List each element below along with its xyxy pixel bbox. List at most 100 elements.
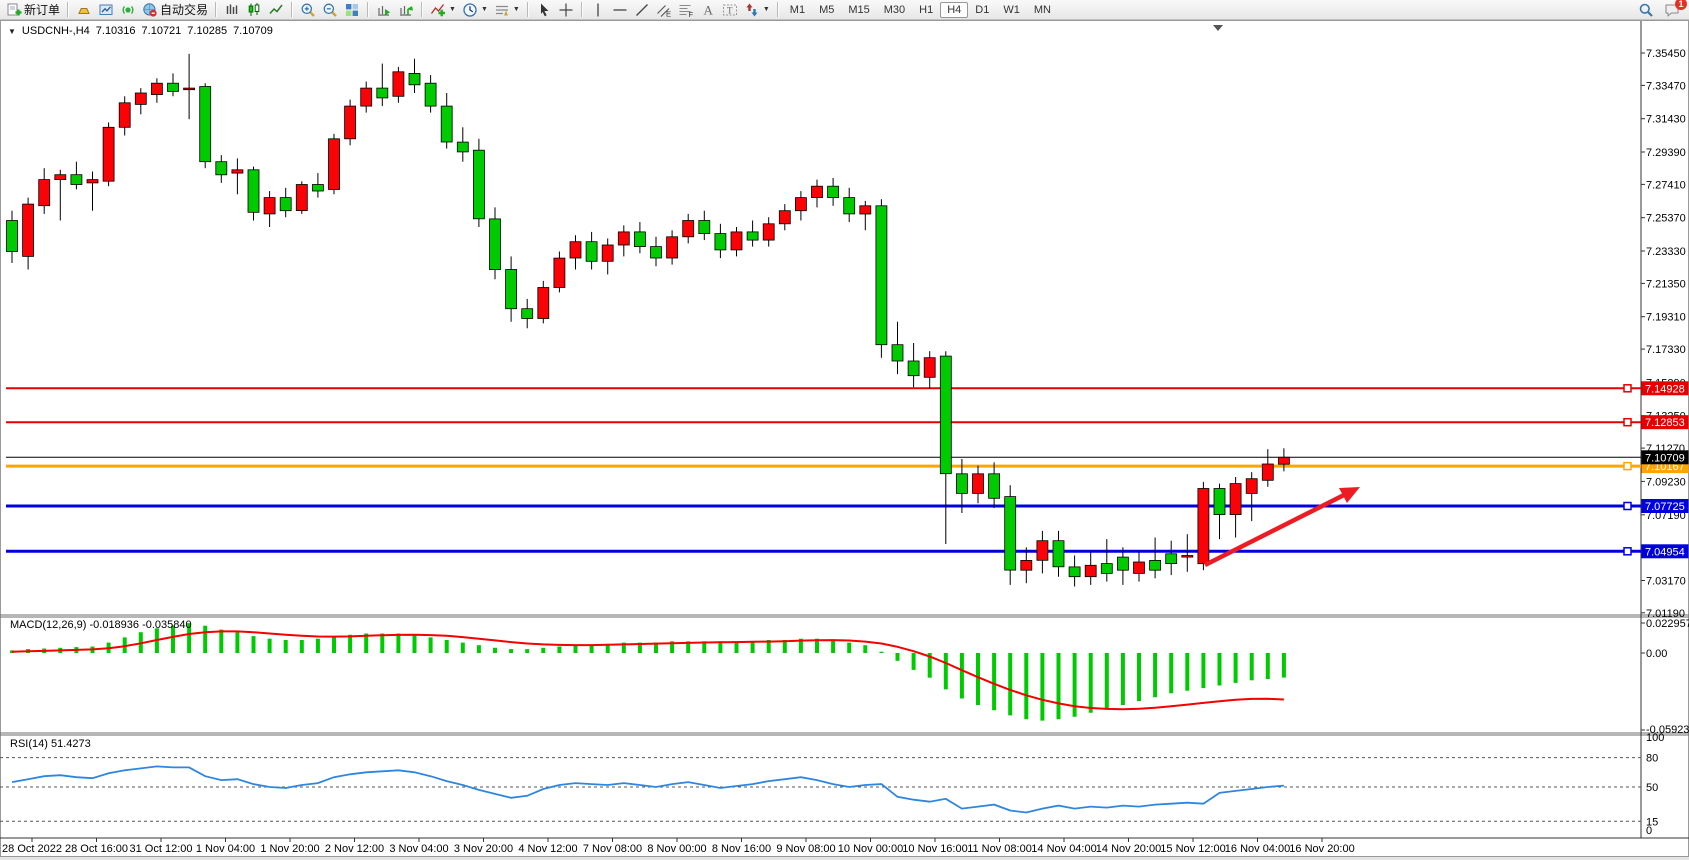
timeframe-w1-button[interactable]: W1 — [1003, 3, 1020, 16]
arrows-caret-icon: ▼ — [762, 6, 770, 13]
pivot-line-handle[interactable] — [1623, 461, 1632, 471]
toolbar-separator — [421, 2, 424, 17]
rsi-line — [11, 765, 1284, 814]
text-label-icon: T — [722, 4, 737, 15]
resistance-2-handle[interactable] — [1623, 417, 1632, 427]
macd-signal-line — [11, 630, 1284, 711]
rsi-axis-labels: 738100757.680787.050821.315834.50 — [1646, 732, 1664, 837]
level-axis-labels: 7.149287.128537.101677.077257.049547.107… — [1641, 381, 1689, 559]
trend-arrow[interactable] — [1203, 487, 1360, 568]
horizontal-line-button[interactable] — [609, 0, 631, 20]
timeframe-d1-button[interactable]: D1 — [975, 3, 990, 16]
svg-text:15: 15 — [1646, 816, 1658, 828]
tile-windows-icon — [346, 3, 359, 16]
rsi-value: 51.4273 — [50, 738, 91, 750]
toolbar-separator — [526, 2, 529, 17]
support-2-handle[interactable] — [1623, 547, 1632, 556]
auto-scroll-button[interactable] — [373, 0, 395, 20]
fibonacci-button[interactable]: F — [675, 0, 697, 20]
svg-text:9 Nov 08:00: 9 Nov 08:00 — [776, 843, 835, 855]
svg-text:80: 80 — [1646, 753, 1658, 765]
price-axis[interactable] — [1641, 22, 1689, 838]
timeframe-m5-button[interactable]: M5 — [819, 3, 835, 16]
svg-text:7.25370: 7.25370 — [1646, 213, 1686, 225]
notifications-button[interactable]: 1 — [1661, 0, 1687, 20]
zoom-in-button[interactable] — [297, 0, 319, 20]
toolbar-separator — [67, 2, 70, 17]
svg-text:8 Nov 16:00: 8 Nov 16:00 — [712, 843, 771, 855]
time-axis[interactable] — [0, 838, 1689, 856]
svg-text:28 Oct 16:00: 28 Oct 16:00 — [65, 843, 128, 855]
periods-caret-icon: ▼ — [480, 6, 488, 13]
search-button[interactable] — [1635, 0, 1657, 20]
candles — [6, 53, 1290, 587]
timeframe-m1-button[interactable]: M1 — [789, 3, 806, 16]
auto-trading-button[interactable]: 自动交易 — [139, 0, 211, 20]
cursor-button[interactable] — [533, 0, 555, 20]
crosshair-icon — [559, 3, 573, 16]
timeframe-m30-button[interactable]: M30 — [883, 3, 906, 16]
chart-shift-icon — [400, 5, 414, 16]
templates-button[interactable]: ▼ — [491, 0, 523, 20]
cursor-icon — [540, 3, 549, 16]
pane-splitters[interactable] — [0, 614, 1689, 736]
new-order-button[interactable]: 新订单 — [3, 0, 63, 20]
zoom-in-icon — [301, 3, 315, 17]
bar-chart-mode-button[interactable] — [221, 0, 243, 20]
zoom-out-button[interactable] — [319, 0, 341, 20]
svg-text:15 Nov 12:00: 15 Nov 12:00 — [1160, 843, 1225, 855]
text-icon: A — [703, 2, 713, 17]
text-label-button[interactable]: T — [719, 0, 741, 20]
svg-text:7.03170: 7.03170 — [1646, 576, 1686, 588]
equidistant-channel-button[interactable]: E — [653, 0, 675, 20]
arrows-icon — [746, 3, 758, 16]
chart-shift-button[interactable] — [395, 0, 417, 20]
svg-text:E: E — [666, 9, 671, 18]
indicators-button[interactable]: ▼ — [427, 0, 459, 20]
rsi-name: RSI(14) — [10, 738, 48, 750]
resistance-1-handle[interactable] — [1623, 384, 1632, 393]
indicators-caret-icon: ▼ — [449, 6, 456, 13]
text-button[interactable]: A — [697, 0, 719, 20]
svg-text:7.14928: 7.14928 — [1645, 383, 1685, 395]
svg-text:7.07725: 7.07725 — [1645, 501, 1685, 513]
svg-text:1 Nov 20:00: 1 Nov 20:00 — [260, 843, 319, 855]
svg-text:7.04954: 7.04954 — [1645, 546, 1685, 558]
svg-text:10 Nov 16:00: 10 Nov 16:00 — [902, 843, 967, 855]
svg-text:7.29390: 7.29390 — [1646, 147, 1686, 159]
chart-shift-marker[interactable] — [1213, 25, 1223, 31]
timeframe-h1-button[interactable]: H1 — [919, 3, 934, 16]
gold-button[interactable] — [73, 0, 95, 20]
svg-text:7.31430: 7.31430 — [1646, 114, 1686, 126]
arrows-button[interactable]: ▼ — [741, 0, 773, 20]
support-1-handle[interactable] — [1623, 501, 1632, 511]
symbol-dropdown-icon[interactable]: ▼ — [8, 26, 16, 36]
market-watch-icon — [99, 4, 113, 15]
svg-text:16 Nov 20:00: 16 Nov 20:00 — [1289, 843, 1354, 855]
toolbar-separator — [215, 2, 218, 17]
zoom-out-icon — [323, 3, 337, 17]
svg-text:7.17330: 7.17330 — [1646, 344, 1686, 356]
signals-button[interactable] — [117, 0, 139, 20]
tile-windows-button[interactable] — [341, 0, 363, 20]
svg-text:7.33470: 7.33470 — [1646, 80, 1686, 92]
timeframe-h4-button[interactable]: H4 — [940, 1, 969, 18]
market-watch-button[interactable] — [95, 0, 117, 20]
time-axis-labels: 28 Oct 2022 28 Oct 16:00 31 Oct 12:00 1 Nov… — [2, 838, 1355, 855]
new-order-icon — [7, 3, 22, 15]
svg-text:4 Nov 12:00: 4 Nov 12:00 — [518, 843, 577, 855]
svg-text:14 Nov 04:00: 14 Nov 04:00 — [1031, 843, 1096, 855]
svg-text:16 Nov 04:00: 16 Nov 04:00 — [1225, 843, 1290, 855]
trendline-button[interactable] — [631, 0, 653, 20]
periods-button[interactable]: ▼ — [459, 0, 491, 20]
periods-icon — [463, 2, 477, 17]
vertical-line-button[interactable] — [587, 0, 609, 20]
search-icon — [1639, 3, 1653, 17]
line-chart-mode-button[interactable] — [265, 0, 287, 20]
rsi-indicator-label: RSI(14) 51.4273 — [10, 738, 91, 750]
timeframe-m15-button[interactable]: M15 — [848, 3, 870, 16]
timeframe-mn-button[interactable]: MN — [1033, 3, 1051, 16]
candle-chart-mode-button[interactable] — [243, 0, 265, 20]
crosshair-button[interactable] — [555, 0, 577, 20]
